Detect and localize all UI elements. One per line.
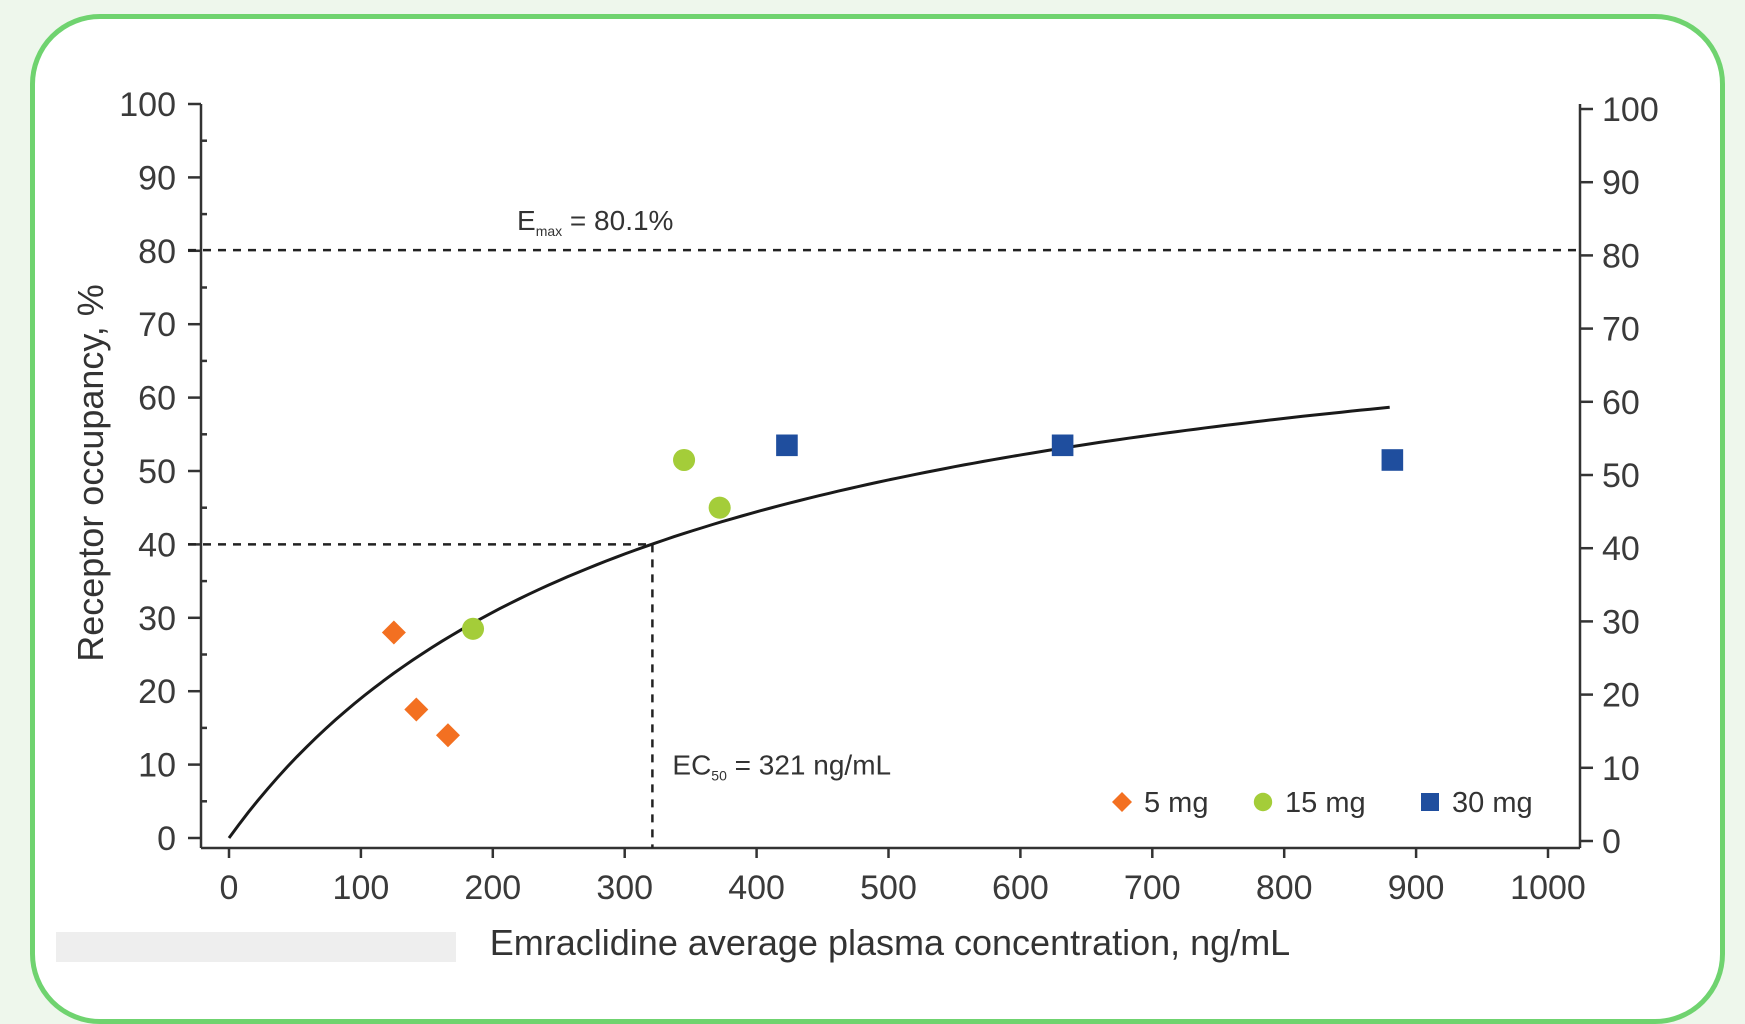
- right-tick-label: 80: [1602, 237, 1640, 275]
- data-point: [708, 496, 731, 519]
- data-point: [776, 434, 798, 457]
- fit-curve: [227, 405, 1390, 839]
- data-point: [404, 697, 429, 722]
- right-tick-label: 20: [1602, 677, 1640, 715]
- x-tick-label: 800: [1256, 869, 1313, 907]
- right-tick-label: 70: [1602, 311, 1640, 349]
- data-point: [673, 448, 696, 472]
- legend-label: 5 mg: [1144, 787, 1208, 819]
- data-point: [1051, 434, 1074, 457]
- legend-marker: [1421, 793, 1439, 811]
- data-point: [381, 620, 406, 645]
- right-tick-label: 60: [1602, 384, 1640, 422]
- right-tick-label: 0: [1602, 823, 1621, 861]
- legend-label: 30 mg: [1452, 787, 1533, 819]
- y-tick-label: 60: [138, 380, 176, 418]
- y-tick-label: 80: [138, 233, 176, 271]
- data-points: [381, 434, 1404, 748]
- right-tick-label: 30: [1602, 603, 1640, 641]
- reference-lines: [188, 248, 1580, 848]
- y-axis-title: Receptor occupancy, %: [70, 284, 111, 662]
- right-tick-label: 100: [1602, 91, 1659, 129]
- x-tick-label: 500: [860, 869, 917, 907]
- x-tick-label: 400: [728, 869, 785, 907]
- y-tick-label: 50: [138, 453, 176, 491]
- y-tick-label: 20: [138, 673, 176, 711]
- y-tick-label: 90: [138, 159, 176, 197]
- data-point: [435, 723, 460, 748]
- y-tick-label: 100: [119, 86, 176, 124]
- y-tick-label: 30: [138, 600, 176, 638]
- x-tick-label: 1000: [1510, 869, 1586, 907]
- x-tick-label: 300: [596, 869, 653, 907]
- data-point: [1381, 449, 1404, 471]
- legend-marker: [1112, 792, 1132, 812]
- right-tick-label: 40: [1602, 530, 1640, 568]
- x-tick-label: 900: [1388, 869, 1445, 907]
- y-tick-label: 10: [138, 747, 176, 785]
- data-point: [461, 617, 485, 640]
- right-tick-label: 10: [1602, 750, 1640, 788]
- y-tick-label: 70: [138, 306, 176, 344]
- right-tick-label: 50: [1602, 457, 1640, 495]
- axes: 0102030405060708090100010203040506070809…: [119, 86, 1658, 907]
- ec50-label: EC50 = 321 ng/mL: [672, 750, 891, 784]
- emax-label: Emax = 80.1%: [517, 205, 673, 239]
- xlabel-band: [56, 932, 456, 962]
- x-tick-label: 200: [464, 869, 521, 907]
- right-tick-label: 90: [1602, 164, 1640, 202]
- chart-frame: [30, 14, 1725, 1024]
- x-tick-label: 0: [220, 869, 239, 907]
- y-tick-label: 0: [157, 820, 176, 858]
- y-tick-label: 40: [138, 526, 176, 564]
- x-tick-label: 100: [333, 869, 390, 907]
- x-tick-label: 700: [1124, 869, 1181, 907]
- legend-marker: [1253, 792, 1273, 812]
- legend-label: 15 mg: [1285, 787, 1366, 819]
- x-axis-title: Emraclidine average plasma concentration…: [490, 922, 1290, 963]
- legend: 5 mg 15 mg 30 mg: [1112, 787, 1533, 819]
- x-tick-label: 600: [992, 869, 1049, 907]
- annotations: Emax = 80.1% EC50 = 321 ng/mL: [517, 205, 891, 784]
